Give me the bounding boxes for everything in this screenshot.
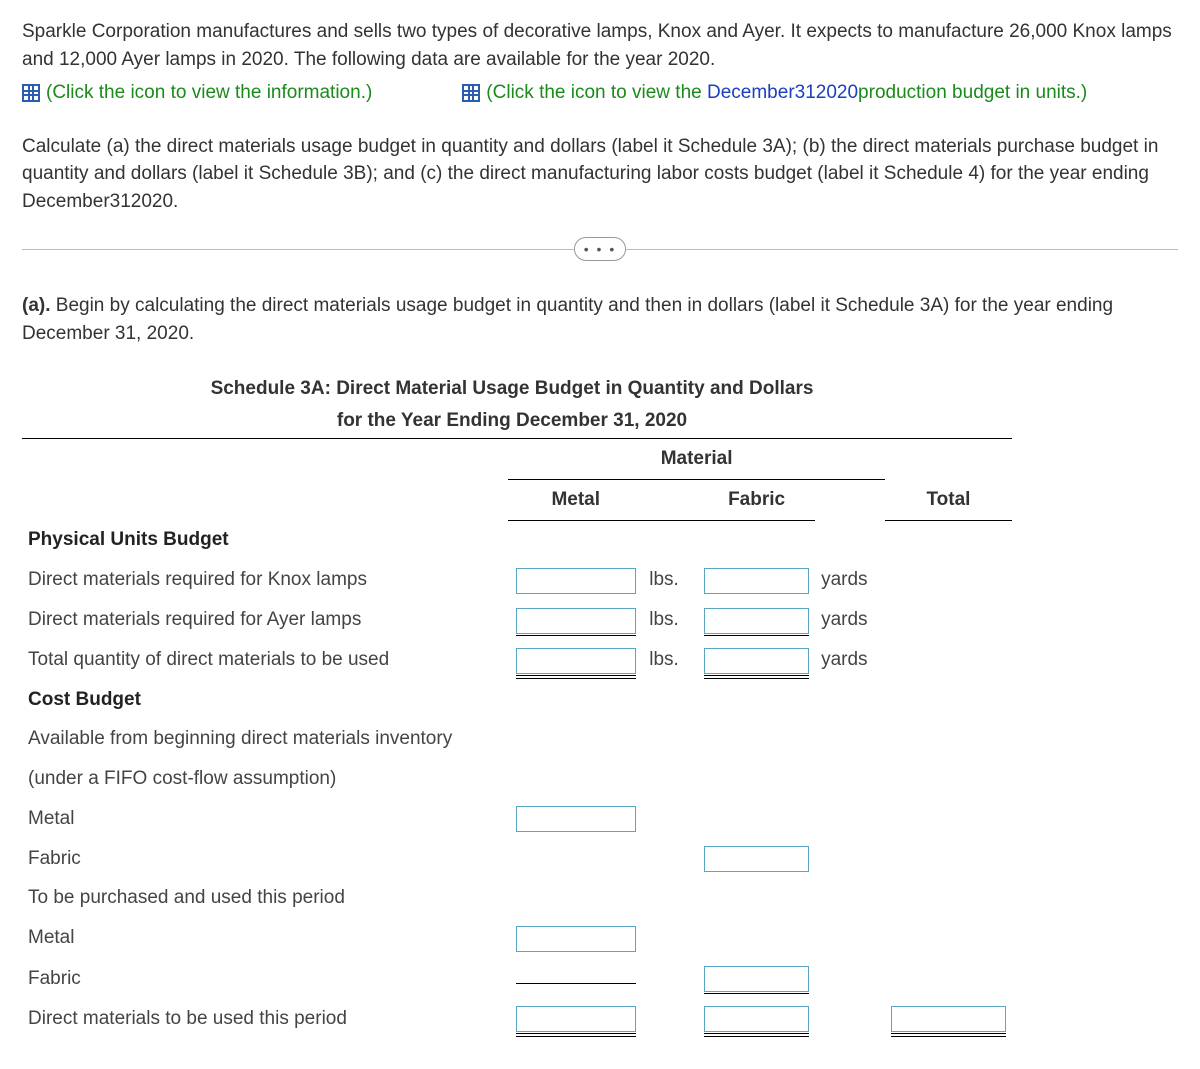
grid-icon (22, 84, 40, 102)
part-a-label: (a). (22, 295, 51, 316)
ayer-metal-input[interactable] (516, 608, 636, 634)
ellipsis-icon: • • • (584, 239, 616, 259)
link-row: (Click the icon to view the information.… (22, 79, 1178, 107)
table-row: Metal (22, 918, 1012, 958)
material-header: Material (508, 439, 885, 480)
unit-lbs: lbs. (643, 560, 698, 600)
divider: • • • (22, 249, 1178, 250)
table-row: Metal (22, 798, 1012, 838)
unit-lbs: lbs. (643, 600, 698, 640)
row-topurchase-label: To be purchased and used this period (22, 878, 508, 918)
begin-fabric-input[interactable] (704, 846, 809, 872)
blank (815, 480, 885, 521)
row-used-label: Direct materials to be used this period (22, 998, 508, 1038)
blank-line (516, 964, 636, 984)
unit-yards: yards (815, 640, 885, 680)
grid-icon (462, 84, 480, 102)
row-fifo-label: (under a FIFO cost-flow assumption) (22, 759, 508, 799)
part-a-text: Begin by calculating the direct material… (22, 295, 1113, 344)
intro-line1: Sparkle Corporation manufactures and sel… (22, 21, 1172, 70)
used-fabric-input[interactable] (704, 1006, 809, 1032)
budget-mid: December312020 (707, 82, 858, 103)
knox-metal-input[interactable] (516, 568, 636, 594)
info-link[interactable]: (Click the icon to view the information.… (22, 79, 372, 107)
unit-lbs: lbs. (643, 640, 698, 680)
row-ayer-label: Direct materials required for Ayer lamps (22, 600, 508, 640)
knox-fabric-input[interactable] (704, 568, 809, 594)
table-row: Direct materials to be used this period (22, 998, 1012, 1038)
schedule-block: Schedule 3A: Direct Material Usage Budge… (22, 375, 1012, 1038)
cost-header: Cost Budget (22, 680, 508, 720)
totalqty-fabric-input[interactable] (704, 648, 809, 674)
ayer-fabric-input[interactable] (704, 608, 809, 634)
info-link-text: (Click the icon to view the information.… (46, 79, 372, 107)
schedule-title-2: for the Year Ending December 31, 2020 (182, 407, 842, 435)
table-row: Fabric (22, 958, 1012, 999)
schedule-table: Material Metal Fabric Total Physical Uni… (22, 438, 1012, 1038)
row-totalqty-label: Total quantity of direct materials to be… (22, 640, 508, 680)
col-metal-header: Metal (508, 480, 643, 521)
instructions: Calculate (a) the direct materials usage… (22, 133, 1178, 216)
row-metal-label: Metal (22, 798, 508, 838)
purchase-fabric-input[interactable] (704, 966, 809, 992)
expand-button[interactable]: • • • (574, 237, 626, 261)
row-fabric-label: Fabric (22, 838, 508, 878)
purchase-metal-input[interactable] (516, 926, 636, 952)
table-row: Direct materials required for Ayer lamps… (22, 600, 1012, 640)
budget-suffix: production budget in units.) (858, 82, 1087, 103)
part-a: (a). Begin by calculating the direct mat… (22, 292, 1178, 347)
table-row: Total quantity of direct materials to be… (22, 640, 1012, 680)
blank-header (22, 439, 508, 480)
unit-yards: yards (815, 560, 885, 600)
col-total-header: Total (885, 480, 1012, 521)
row-metal2-label: Metal (22, 918, 508, 958)
blank (22, 480, 508, 521)
used-metal-input[interactable] (516, 1006, 636, 1032)
intro-text: Sparkle Corporation manufactures and sel… (22, 18, 1178, 73)
row-knox-label: Direct materials required for Knox lamps (22, 560, 508, 600)
instructions-text: Calculate (a) the direct materials usage… (22, 136, 1158, 212)
row-fabric2-label: Fabric (22, 958, 508, 999)
budget-prefix: (Click the icon to view the (486, 82, 707, 103)
budget-link[interactable]: (Click the icon to view the December3120… (462, 79, 1087, 107)
table-row: Fabric (22, 838, 1012, 878)
col-fabric-header: Fabric (698, 480, 815, 521)
unit-yards: yards (815, 600, 885, 640)
used-total-input[interactable] (891, 1006, 1006, 1032)
totalqty-metal-input[interactable] (516, 648, 636, 674)
budget-link-text: (Click the icon to view the December3120… (486, 79, 1087, 107)
physical-header: Physical Units Budget (22, 520, 508, 560)
begin-metal-input[interactable] (516, 806, 636, 832)
table-row: Direct materials required for Knox lamps… (22, 560, 1012, 600)
blank-total-header (885, 439, 1012, 480)
blank (643, 480, 698, 521)
schedule-title-1: Schedule 3A: Direct Material Usage Budge… (182, 375, 842, 403)
row-avail-label: Available from beginning direct material… (22, 719, 508, 759)
